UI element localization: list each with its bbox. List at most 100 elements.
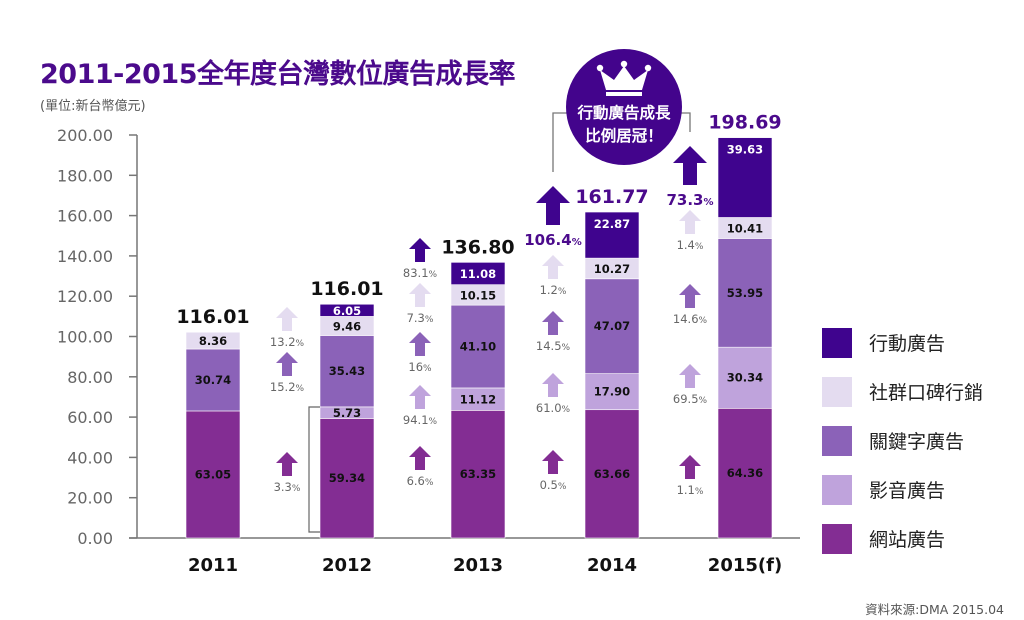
growth-arrow-icon [542,255,564,279]
bar-segment-display [319,418,375,539]
growth-arrow-icon [542,311,564,335]
growth-label: 69.5% [673,392,708,406]
segment-label: 59.34 [329,471,365,485]
growth-label: 15.2% [270,380,305,394]
legend-swatch-social [822,376,852,407]
growth-label: 13.2% [270,335,305,349]
callout-bracket-left [552,112,568,172]
bar-total-label: 198.69 [708,112,781,134]
percent-sign: % [695,487,704,497]
growth-label: 1.2% [540,283,567,297]
legend-label: 關鍵字廣告 [869,431,965,453]
growth-arrow-icon [276,452,298,476]
percent-sign: % [703,197,713,208]
legend-swatch-keyword [822,425,852,456]
segment-label: 41.10 [460,340,496,354]
legend-label: 影音廣告 [869,480,946,502]
legend: 行動廣告 社群口碑行銷 關鍵字廣告 影音廣告 網站廣告 [822,318,983,563]
segment-label: 63.35 [460,467,496,481]
y-tick-label: 0.00 [77,529,113,548]
growth-value: 61.0 [536,401,562,415]
percent-sign: % [562,405,571,415]
segment-label: 39.63 [727,143,763,157]
segment-label: 9.46 [333,319,361,333]
legend-item-mobile: 行動廣告 [822,318,983,367]
callout-circle [566,49,682,165]
segment-label: 64.36 [727,466,763,480]
segment-label: 47.07 [594,319,630,333]
legend-swatch-display [822,523,852,554]
crown-jewel-icon [596,64,604,72]
growth-label: 61.0% [536,401,571,415]
percent-sign: % [699,316,708,326]
percent-sign: % [292,484,301,494]
bar-segment-mobile [450,262,506,285]
growth-label: 16% [408,360,432,374]
percent-sign: % [423,364,432,374]
growth-label: 94.1% [403,413,438,427]
growth-label: 14.6% [673,312,708,326]
percent-sign: % [429,417,438,427]
growth-label: 0.5% [540,478,567,492]
callout-line-1: 行動廣告成長 [576,103,671,122]
percent-sign: % [558,482,567,492]
bar-segment-display [450,410,506,539]
segment-label: 10.27 [594,262,630,276]
callout-line-2: 比例居冠！ [585,126,663,145]
unit-subtitle: (單位:新台幣億元) [40,99,146,114]
crown-icon [600,66,648,90]
segment-label: 53.95 [727,286,763,300]
y-tick-label: 100.00 [57,328,113,347]
growth-value: 6.6 [407,474,425,488]
segment-label: 17.90 [594,385,630,399]
segment-label: 8.36 [199,334,227,348]
growth-arrow-icon [679,364,701,388]
growth-arrow-icon [679,455,701,479]
growth-arrow-icon [409,238,431,262]
growth-arrow-icon [536,186,570,225]
segment-label: 63.05 [195,467,231,481]
growth-value: 14.5 [536,339,562,353]
growth-label: 3.3% [274,480,301,494]
segment-label: 5.73 [333,406,361,420]
x-tick-label: 2012 [322,555,372,576]
percent-sign: % [296,384,305,394]
percent-sign: % [425,315,434,325]
growth-value: 15.2 [270,380,296,394]
growth-value: 7.3 [407,311,425,325]
growth-label: 14.5% [536,339,571,353]
segment-label: 22.87 [594,217,630,231]
growth-arrow-icon [409,385,431,409]
legend-item-display: 網站廣告 [822,514,983,563]
growth-arrow-icon [679,210,701,234]
growth-value: 69.5 [673,392,699,406]
growth-value: 94.1 [403,413,429,427]
growth-value: 106.4 [524,231,571,249]
bar-segment-display [584,409,640,539]
legend-swatch-mobile [822,327,852,358]
bar-total-label: 116.01 [310,278,383,300]
crown-jewel-icon [620,60,628,68]
segment-label: 10.15 [460,288,496,302]
x-tick-label: 2013 [453,555,503,576]
growth-value: 3.3 [274,480,292,494]
segment-label: 11.08 [460,267,496,281]
legend-swatch-video [822,474,852,505]
legend-label: 網站廣告 [869,529,946,551]
percent-sign: % [558,287,567,297]
growth-value: 73.3 [666,191,703,209]
callout-bracket-right [680,112,691,132]
growth-value: 1.1 [677,483,695,497]
crown-jewel-icon [644,64,652,72]
bar-segment-mobile [319,303,375,317]
segment-label: 35.43 [329,364,365,378]
y-tick-label: 60.00 [67,408,113,427]
y-tick-label: 40.00 [67,448,113,467]
growth-value: 0.5 [540,478,558,492]
bar-segment-display [185,410,241,539]
growth-label: 106.4% [524,231,581,249]
legend-label: 行動廣告 [869,333,946,355]
growth-label: 83.1% [403,266,438,280]
segment-label: 10.41 [727,221,763,235]
